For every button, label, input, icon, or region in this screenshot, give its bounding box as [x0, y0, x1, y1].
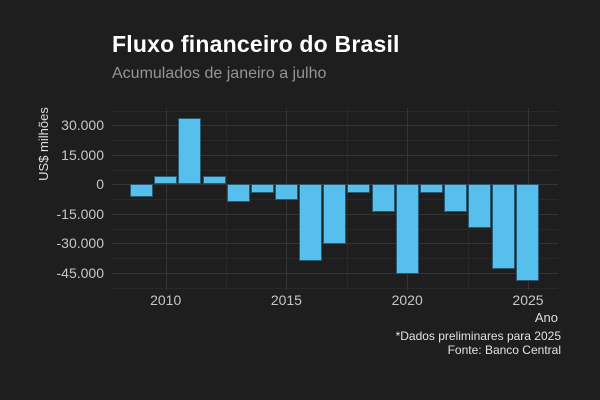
x-axis-title: Ano [534, 310, 558, 325]
bar-2024 [492, 184, 516, 269]
y-axis-title: US$ milhões [36, 107, 51, 181]
caption: *Dados preliminares para 2025 Fonte: Ban… [200, 329, 561, 357]
x-tick-label: 2020 [391, 292, 423, 308]
caption-note: *Dados preliminares para 2025 [395, 329, 561, 343]
bar-2016 [299, 184, 323, 262]
gridline-y-major [112, 243, 558, 245]
gridline-y-major [112, 125, 558, 127]
bar-2009 [130, 184, 154, 198]
caption-source: Fonte: Banco Central [447, 342, 561, 357]
gridline-y-minor [112, 140, 558, 142]
bar-2025 [516, 184, 540, 282]
bar-2023 [468, 184, 492, 229]
bar-2018 [347, 184, 371, 193]
y-tick-label: -45.000 [56, 264, 104, 281]
bar-2021 [419, 184, 443, 193]
bar-2012 [202, 175, 226, 185]
chart-subtitle: Acumulados de janeiro a julho [112, 65, 327, 82]
chart-title: Fluxo financeiro do Brasil [112, 31, 400, 57]
gridline-y-minor [112, 110, 558, 112]
x-tick-label: 2015 [270, 292, 302, 308]
bar-2022 [444, 184, 467, 213]
gridline-y-major [112, 272, 558, 274]
bar-2014 [250, 184, 274, 194]
y-tick-label: -30.000 [56, 235, 104, 252]
bar-2011 [178, 117, 202, 185]
x-tick-label: 2010 [150, 292, 182, 308]
gridline-x-major [165, 108, 167, 290]
y-tick-label: -15.000 [56, 205, 104, 222]
bar-2015 [274, 184, 298, 200]
bar-2013 [226, 184, 250, 202]
bar-2010 [154, 175, 178, 185]
y-tick-label: 0 [96, 176, 104, 193]
gridline-y-minor [112, 169, 558, 171]
y-tick-label: 30.000 [61, 117, 104, 134]
x-tick-label: 2025 [512, 292, 544, 308]
bar-2019 [371, 184, 395, 212]
bar-2017 [323, 184, 347, 244]
gridline-y-minor [112, 287, 558, 289]
plot-panel [112, 108, 558, 290]
gridline-y-minor [112, 258, 558, 259]
bar-2020 [395, 184, 419, 274]
gridline-x-minor [346, 108, 348, 290]
y-tick-label: 15.000 [61, 146, 104, 163]
gridline-y-major [112, 154, 558, 156]
